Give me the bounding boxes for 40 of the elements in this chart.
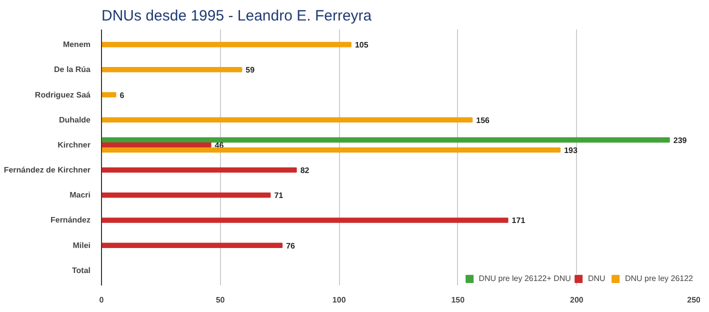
data-label: 76 xyxy=(286,241,296,250)
legend-label: DNU xyxy=(588,274,606,283)
data-label: 105 xyxy=(354,40,369,50)
y-tick-label: De la Rúa xyxy=(54,65,92,74)
bar xyxy=(102,42,352,48)
x-tick-label: 50 xyxy=(216,296,226,304)
data-label: 59 xyxy=(246,66,256,75)
bar xyxy=(102,137,670,143)
data-label: 193 xyxy=(564,146,578,155)
bar xyxy=(102,67,242,72)
data-label: 82 xyxy=(300,166,310,176)
y-tick-label: Duhalde xyxy=(58,115,92,124)
legend-label: DNU pre ley 26122 xyxy=(624,274,693,283)
data-label: 71 xyxy=(274,191,284,200)
bar xyxy=(102,92,116,98)
y-tick-label: Menem xyxy=(62,40,90,50)
y-tick-label: Kirchner xyxy=(58,140,91,150)
bar xyxy=(102,142,212,148)
data-label: 6 xyxy=(120,90,125,100)
y-tick-label: Rodriguez Saá xyxy=(34,90,92,100)
y-tick-label: Fernández xyxy=(50,216,91,225)
data-label: 171 xyxy=(512,216,526,226)
x-tick-label: 250 xyxy=(687,296,702,304)
y-tick-label: Macri xyxy=(70,190,91,200)
bar xyxy=(102,242,283,248)
chart-title: DNUs desde 1995 - Leandro E. Ferreyra xyxy=(102,8,372,24)
y-tick-label: Milei xyxy=(72,240,90,250)
x-tick-label: 0 xyxy=(99,296,104,304)
data-label: 239 xyxy=(673,136,688,145)
bar xyxy=(102,167,297,173)
x-tick-label: 100 xyxy=(332,296,346,304)
data-label: 156 xyxy=(476,116,490,125)
y-tick-label: Total xyxy=(72,266,90,275)
y-tick-label: Fernández de Kirchner xyxy=(4,166,90,175)
x-tick-label: 150 xyxy=(451,296,466,304)
bar xyxy=(102,192,271,198)
bar xyxy=(102,117,473,122)
bar xyxy=(102,218,508,223)
legend-label: DNU pre ley 26122+ DNU xyxy=(478,274,571,283)
x-tick-label: 200 xyxy=(570,296,584,304)
